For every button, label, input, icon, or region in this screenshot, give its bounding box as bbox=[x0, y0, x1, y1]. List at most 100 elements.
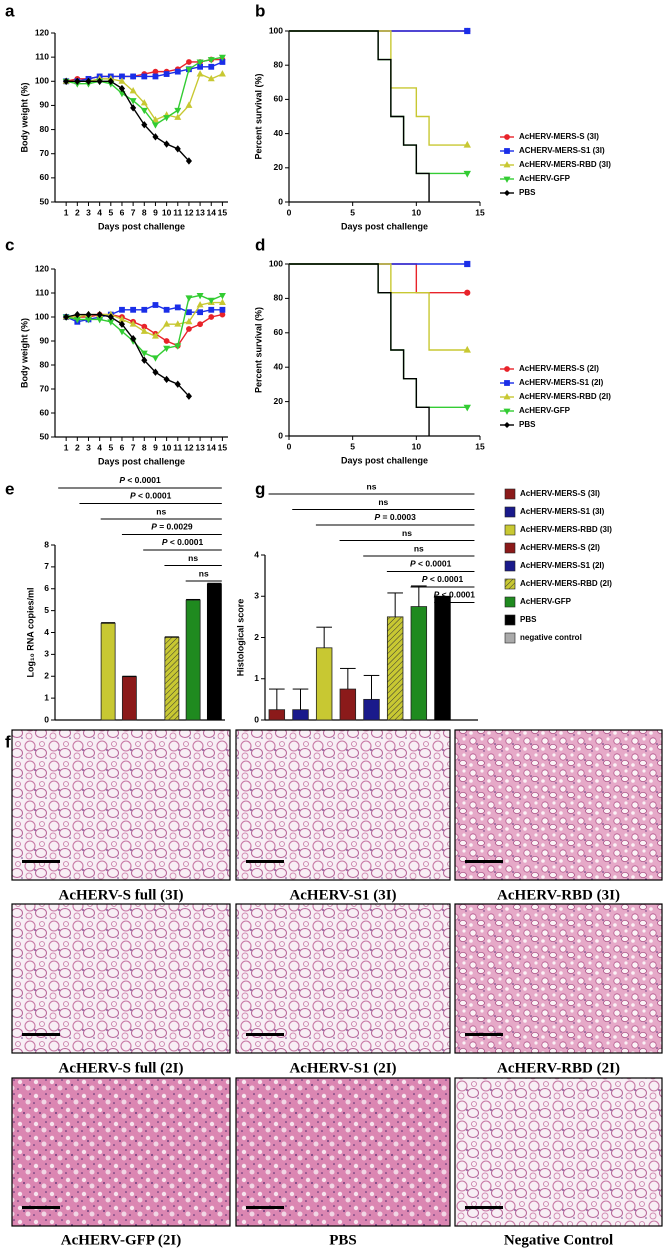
series-line bbox=[66, 80, 190, 162]
marker bbox=[463, 170, 471, 178]
y-tick-label: 0 bbox=[254, 714, 259, 724]
panel-label: g bbox=[255, 479, 265, 498]
bar bbox=[339, 688, 357, 721]
histology-image bbox=[11, 1077, 231, 1227]
y-tick-label: 3 bbox=[44, 649, 49, 659]
marker bbox=[208, 63, 215, 70]
marker bbox=[186, 59, 192, 65]
marker bbox=[174, 113, 182, 120]
significance-label: P = 0.0029 bbox=[151, 522, 193, 532]
image-caption: AcHERV-S full (3I) bbox=[58, 887, 183, 903]
legend-label: PBS bbox=[519, 188, 536, 197]
marker bbox=[118, 328, 126, 336]
legend-swatch bbox=[504, 614, 516, 626]
y-tick-label: 4 bbox=[254, 549, 259, 559]
bar bbox=[121, 676, 137, 721]
legend-label: negative control bbox=[520, 633, 582, 642]
marker bbox=[185, 392, 192, 400]
bar bbox=[315, 647, 333, 721]
scale-bar bbox=[465, 1206, 503, 1209]
histology-image bbox=[235, 1077, 451, 1227]
legend-label: AcHERV-MERS-RBD (2I) bbox=[519, 392, 611, 401]
histology-image bbox=[454, 729, 663, 881]
y-tick-label: 3 bbox=[254, 591, 259, 601]
scale-bar bbox=[22, 860, 60, 863]
survival-curve bbox=[289, 30, 430, 202]
marker bbox=[464, 289, 471, 296]
bar bbox=[268, 709, 286, 721]
y-tick-label: 90 bbox=[40, 100, 50, 110]
y-tick-label: 6 bbox=[44, 583, 49, 593]
marker bbox=[152, 302, 159, 308]
y-axis-label: Histological score bbox=[235, 599, 245, 677]
legend-swatch bbox=[504, 524, 516, 536]
legend-label: AcHERV-MERS-RBD (2I) bbox=[520, 579, 612, 588]
legend-label: AcHERV-MERS-RBD (3I) bbox=[519, 160, 611, 169]
bar bbox=[434, 595, 451, 721]
panel-label: d bbox=[255, 235, 265, 254]
y-tick-label: 110 bbox=[35, 287, 49, 297]
significance-label: ns bbox=[402, 528, 412, 538]
histology-image bbox=[454, 1077, 663, 1227]
legend-label: AcHERV-MERS-RBD (3I) bbox=[520, 525, 612, 534]
x-tick-label: 10 bbox=[162, 207, 172, 217]
image-caption: AcHERV-RBD (2I) bbox=[497, 1060, 620, 1076]
histology-image bbox=[235, 903, 451, 1054]
marker bbox=[174, 343, 182, 350]
y-tick-label: 8 bbox=[44, 539, 49, 549]
y-tick-label: 0 bbox=[278, 196, 283, 206]
y-tick-label: 60 bbox=[40, 407, 50, 417]
marker bbox=[130, 104, 137, 112]
legend-marker bbox=[504, 366, 510, 372]
marker bbox=[218, 70, 226, 77]
legend-label: PBS bbox=[519, 420, 536, 429]
y-tick-label: 100 bbox=[269, 25, 283, 35]
marker bbox=[174, 68, 181, 75]
significance-label: P < 0.0001 bbox=[434, 590, 476, 600]
scale-bar bbox=[22, 1206, 60, 1209]
marker bbox=[174, 380, 181, 388]
x-tick-label: 8 bbox=[142, 207, 147, 217]
bar bbox=[386, 616, 404, 721]
legend-swatch bbox=[504, 596, 516, 608]
x-axis-label: Days post challenge bbox=[98, 221, 185, 231]
legend-swatch bbox=[504, 506, 516, 518]
marker bbox=[119, 306, 125, 313]
image-caption: AcHERV-S1 (2I) bbox=[289, 1060, 396, 1076]
significance-label: P < 0.0001 bbox=[119, 475, 161, 485]
y-tick-label: 120 bbox=[35, 27, 49, 37]
x-tick-label: 2 bbox=[75, 207, 80, 217]
significance-label: ns bbox=[378, 497, 388, 507]
bar bbox=[410, 606, 428, 721]
significance-label: ns bbox=[367, 481, 377, 491]
marker bbox=[186, 326, 192, 332]
marker bbox=[152, 73, 159, 80]
legend-label: AcHERV-GFP bbox=[519, 406, 571, 415]
y-tick-label: 70 bbox=[40, 148, 50, 158]
marker bbox=[174, 107, 182, 115]
legend-swatch bbox=[504, 488, 516, 500]
y-tick-label: 60 bbox=[274, 327, 284, 337]
image-caption: AcHERV-S full (2I) bbox=[58, 1060, 183, 1076]
scale-bar bbox=[246, 860, 284, 863]
marker bbox=[151, 115, 159, 123]
x-tick-label: 12 bbox=[184, 207, 194, 217]
legend-label: AcHERV-MERS-S (3I) bbox=[520, 489, 600, 498]
marker bbox=[464, 260, 471, 268]
survival-curve bbox=[289, 263, 430, 436]
marker bbox=[140, 99, 148, 106]
marker bbox=[140, 350, 148, 357]
scale-bar bbox=[465, 860, 503, 863]
panel-label: e bbox=[5, 479, 14, 498]
scale-bar bbox=[246, 1206, 284, 1209]
bar bbox=[292, 709, 309, 721]
marker bbox=[163, 306, 170, 313]
panel-label: b bbox=[255, 1, 265, 20]
marker bbox=[129, 98, 137, 105]
significance-label: ns bbox=[156, 506, 166, 516]
marker bbox=[63, 77, 70, 85]
legend-label: AcHERV-MERS-S (3I) bbox=[519, 132, 599, 141]
histology-image bbox=[235, 729, 451, 881]
x-tick-label: 0 bbox=[287, 207, 292, 217]
